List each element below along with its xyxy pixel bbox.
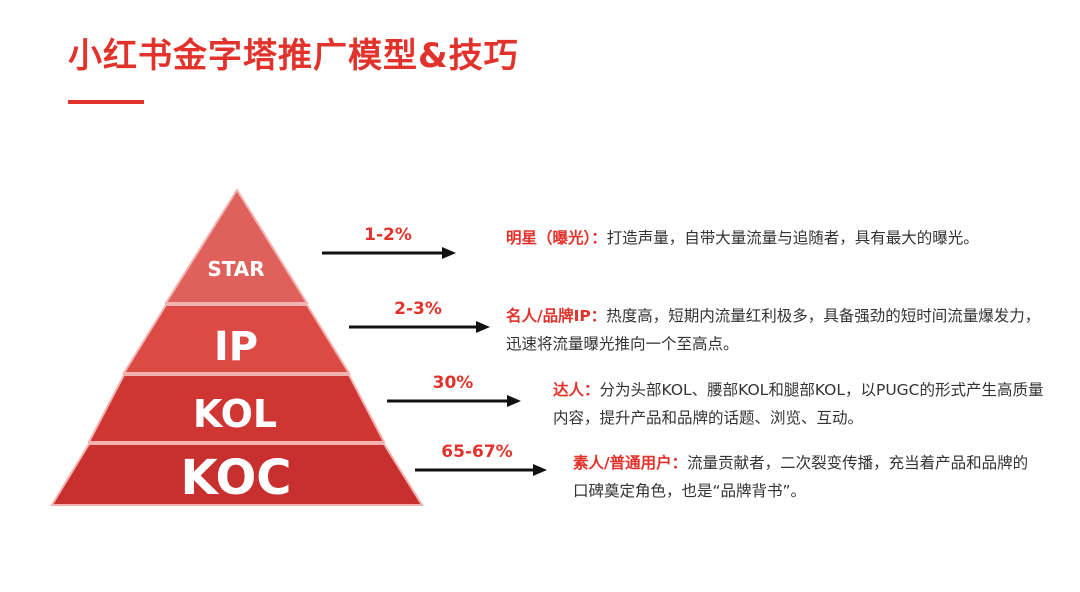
percent-koc: 65-67% [441, 442, 512, 462]
description-koc: 素人/普通用户：流量贡献者，二次裂变传播，充当着产品和品牌的口碑奠定角色，也是“… [573, 449, 1043, 505]
description-star: 明星（曝光）：打造声量，自带大量流量与追随者，具有最大的曝光。 [506, 224, 1046, 252]
tier-label-ip: IP [214, 324, 258, 370]
title-underline [68, 100, 144, 104]
pyramid-tier-kol [87, 374, 386, 443]
description-kol-lead: 达人： [553, 381, 600, 399]
arrow-star [322, 247, 456, 259]
arrow-ip [349, 321, 490, 333]
tier-label-kol: KOL [193, 392, 277, 436]
tier-label-star: STAR [207, 257, 264, 281]
page-title: 小红书金字塔推广模型&技巧 [68, 36, 519, 76]
percent-ip: 2-3% [394, 299, 442, 319]
arrow-kol [387, 395, 521, 407]
pyramid-tier-koc [50, 443, 424, 506]
percent-kol: 30% [433, 373, 474, 393]
tier-label-koc: KOC [180, 450, 291, 506]
pyramid-tier-ip [122, 304, 351, 374]
arrow-koc [415, 464, 547, 476]
description-ip-lead: 名人/品牌IP： [506, 307, 607, 325]
description-koc-text: 流量贡献者，二次裂变传播，充当着产品和品牌的口碑奠定角色，也是“品牌背书”。 [573, 454, 1029, 500]
description-koc-lead: 素人/普通用户： [573, 454, 688, 472]
description-ip: 名人/品牌IP：热度高，短期内流量红利极多，具备强劲的短时间流量爆发力，迅速将流… [506, 302, 1051, 358]
description-star-lead: 明星（曝光）： [506, 229, 607, 247]
description-star-text: 打造声量，自带大量流量与追随者，具有最大的曝光。 [606, 229, 979, 247]
pyramid-tier-star [164, 188, 309, 304]
description-kol-text: 分为头部KOL、腰部KOL和腿部KOL，以PUGC的形式产生高质量内容，提升产品… [553, 381, 1044, 427]
percent-star: 1-2% [364, 225, 412, 245]
description-kol: 达人：分为头部KOL、腰部KOL和腿部KOL，以PUGC的形式产生高质量内容，提… [553, 376, 1048, 432]
description-ip-text: 热度高，短期内流量红利极多，具备强劲的短时间流量爆发力，迅速将流量曝光推向一个至… [506, 307, 1041, 353]
